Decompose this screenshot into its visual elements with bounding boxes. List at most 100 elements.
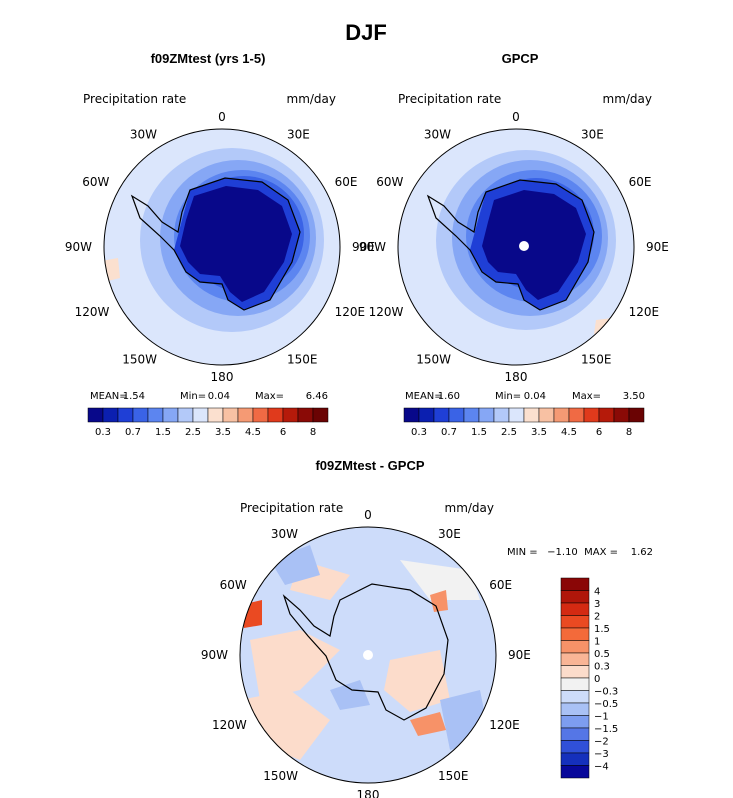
- lon-label: 180: [211, 370, 234, 384]
- colorbar-tick-label: 3: [594, 599, 600, 610]
- colorbar-tick-label: 4.5: [561, 427, 577, 438]
- stat-min-label: Min=: [495, 391, 521, 402]
- colorbar-tick-label: 0.7: [441, 427, 457, 438]
- panel-title: f09ZMtest (yrs 1-5): [151, 51, 266, 66]
- colorbar-tick-label: 3.5: [215, 427, 231, 438]
- colorbar-bin: [560, 765, 590, 779]
- colorbar-bin: [560, 677, 590, 691]
- colorbar-bin: [87, 407, 104, 423]
- colorbar-bin: [553, 407, 570, 423]
- colorbar-tick-label: 2.5: [501, 427, 517, 438]
- map-border: [239, 526, 497, 784]
- colorbar-bin: [560, 715, 590, 729]
- lon-label: 30E: [287, 127, 310, 141]
- lon-label: 60W: [220, 578, 247, 592]
- colorbar-bin: [628, 407, 645, 423]
- colorbar-bin: [433, 407, 450, 423]
- colorbar-tick-label: 6: [596, 427, 602, 438]
- lon-label: 90W: [359, 240, 386, 254]
- panel-diff: f09ZMtest - GPCP Precipitation rate mm/d…: [201, 458, 653, 798]
- colorbar-bin: [560, 702, 590, 716]
- figure-title: DJF: [345, 20, 387, 45]
- colorbar-tick-label: 4: [594, 587, 600, 598]
- colorbar-bin: [192, 407, 209, 423]
- stat-max-value: 6.46: [306, 391, 328, 402]
- lon-label: 60W: [376, 175, 403, 189]
- colorbar-bin: [560, 727, 590, 741]
- antarctica-coastline: [282, 583, 449, 721]
- colorbar-bin: [560, 690, 590, 704]
- antarctica-coastline: [130, 177, 301, 311]
- colorbar: 0.3 0.7 1.5 2.5 3.5 4.5 6 8: [87, 407, 329, 438]
- lon-label: 120E: [335, 305, 366, 319]
- lon-label: 120W: [212, 718, 247, 732]
- stat-mean-label: MEAN=: [90, 391, 128, 402]
- lon-label: 150W: [416, 353, 451, 367]
- colorbar-bin: [560, 665, 590, 679]
- colorbar-tick-label: 0.3: [95, 427, 111, 438]
- stat-max-value: 3.50: [623, 391, 645, 402]
- colorbar-bin: [560, 615, 590, 629]
- colorbar-tick-label: 2: [594, 612, 600, 623]
- colorbar-bin: [463, 407, 480, 423]
- colorbar-bin: [222, 407, 239, 423]
- colorbar-bin: [560, 590, 590, 604]
- colorbar-bin: [418, 407, 435, 423]
- colorbar-tick-label: −2: [594, 737, 609, 748]
- colorbar-bin: [448, 407, 465, 423]
- lon-label: 150E: [438, 769, 469, 783]
- stat-mean-label: MEAN=: [405, 391, 443, 402]
- lon-label: 30E: [581, 127, 604, 141]
- stats-line: MIN = −1.10 MAX = 1.62: [507, 547, 653, 558]
- lon-label: 90E: [352, 240, 375, 254]
- colorbar-bin: [523, 407, 540, 423]
- colorbar-tick-label: 8: [310, 427, 316, 438]
- colorbar-bin: [538, 407, 555, 423]
- pole-marker: [519, 241, 529, 251]
- colorbar: 0.3 0.7 1.5 2.5 3.5 4.5 6 8: [403, 407, 645, 438]
- map-field: [398, 129, 634, 365]
- units-label: mm/day: [445, 501, 495, 515]
- colorbar-bin: [102, 407, 119, 423]
- colorbar-bin: [560, 627, 590, 641]
- panel-model: f09ZMtest (yrs 1-5) Precipitation rate m…: [65, 51, 375, 438]
- colorbar-tick-label: −4: [594, 762, 609, 773]
- colorbar-tick-label: 1.5: [155, 427, 171, 438]
- colorbar-tick-label: 0.3: [594, 662, 610, 673]
- colorbar-tick-label: −1.5: [594, 724, 618, 735]
- colorbar-bin: [267, 407, 284, 423]
- lon-label: 90E: [646, 240, 669, 254]
- colorbar-bin: [508, 407, 525, 423]
- lon-label: 90W: [201, 648, 228, 662]
- lon-label: 150W: [263, 769, 298, 783]
- lon-label: 120E: [629, 305, 660, 319]
- lon-label: 120E: [489, 718, 520, 732]
- left-label: Precipitation rate: [240, 501, 343, 515]
- panel-title: f09ZMtest - GPCP: [315, 458, 424, 473]
- colorbar-tick-label: 1.5: [471, 427, 487, 438]
- colorbar-bin: [207, 407, 224, 423]
- colorbar: 43 21.5 10.5 0.30 −0.3−0.5 −1−1.5 −2−3 −4: [560, 577, 618, 779]
- stat-mean-value: 1.54: [123, 391, 145, 402]
- lon-label: 0: [364, 508, 372, 522]
- colorbar-tick-label: −3: [594, 749, 609, 760]
- antarctica-coastline: [426, 179, 595, 311]
- lon-label: 120W: [369, 305, 404, 319]
- lon-label: 60E: [335, 175, 358, 189]
- colorbar-bin: [117, 407, 134, 423]
- colorbar-bin: [282, 407, 299, 423]
- colorbar-bin: [493, 407, 510, 423]
- colorbar-tick-label: −0.3: [594, 687, 618, 698]
- units-label: mm/day: [287, 92, 337, 106]
- left-label: Precipitation rate: [83, 92, 186, 106]
- map-field: [104, 129, 340, 365]
- lon-labels: 0 30E 60E 90E 120E 150E 180 150W 120W 90W 60W 30W: [359, 110, 669, 384]
- colorbar-tick-label: 6: [280, 427, 286, 438]
- lon-label: 30W: [271, 527, 298, 541]
- lon-label: 60E: [489, 578, 512, 592]
- lon-label: 60W: [82, 175, 109, 189]
- colorbar-bin: [598, 407, 615, 423]
- colorbar-tick-label: −1: [594, 712, 609, 723]
- colorbar-tick-label: 1: [594, 637, 600, 648]
